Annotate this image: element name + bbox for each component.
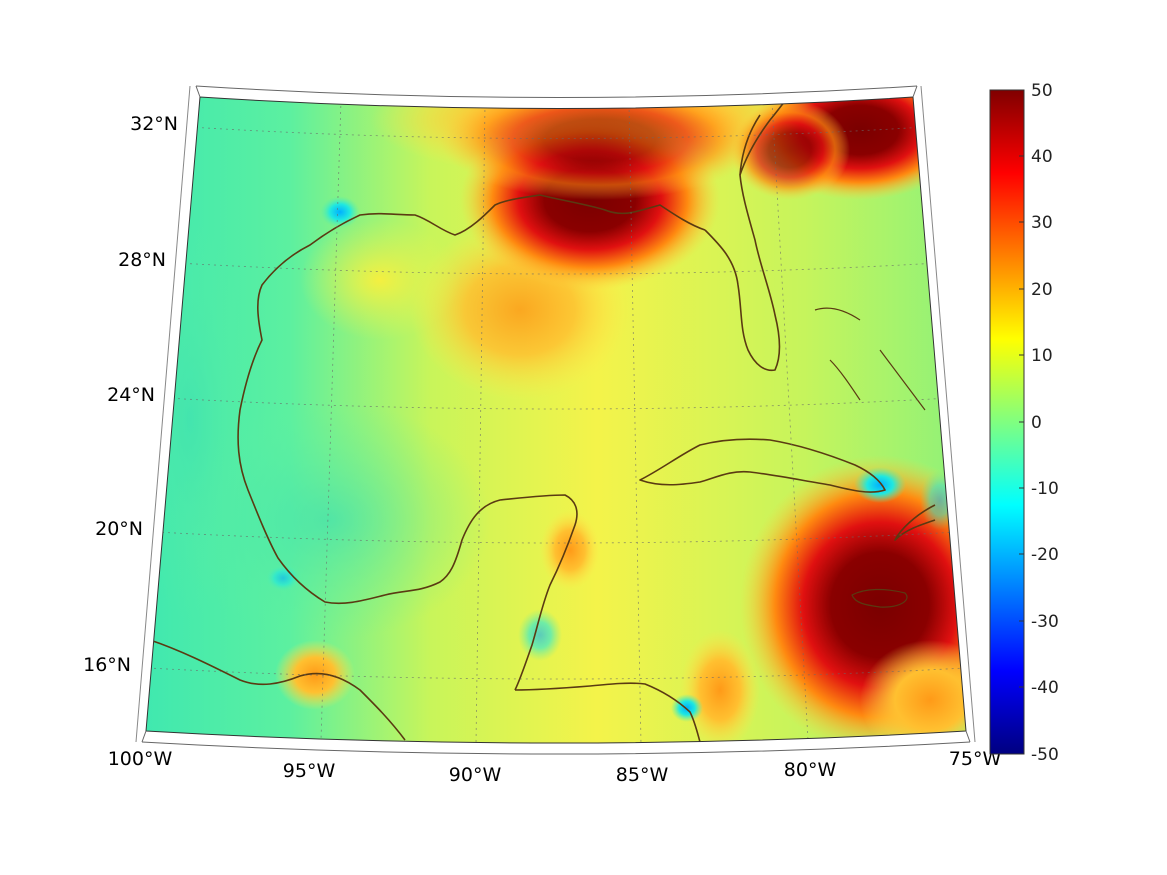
lon-label-100w: 100°W: [108, 748, 173, 770]
colorbar-label-minus-30: -30: [1031, 612, 1059, 632]
colorbar-label-10: 10: [1031, 346, 1053, 366]
colorbar-label-50: 50: [1031, 81, 1053, 101]
colorbar-label-minus-50: -50: [1031, 745, 1059, 765]
gridlines: [147, 99, 966, 743]
lon-label-95w: 95°W: [283, 760, 336, 782]
map-frame: [135, 85, 976, 755]
colorbar: 50 40 30 20 10 0 -10 -20 -30 -40 -50: [989, 81, 1059, 765]
lon-label-90w: 90°W: [449, 764, 502, 786]
lat-label-28n: 28°N: [118, 249, 166, 271]
lon-label-80w: 80°W: [784, 759, 837, 781]
map-field: [146, 97, 966, 743]
colorbar-label-minus-20: -20: [1031, 545, 1059, 565]
lon-label-75w: 75°W: [949, 748, 1002, 770]
colorbar-label-40: 40: [1031, 147, 1053, 167]
colorbar-label-0: 0: [1031, 413, 1042, 433]
lat-label-32n: 32°N: [130, 113, 178, 135]
colorbar-label-minus-10: -10: [1031, 479, 1059, 499]
colorbar-label-30: 30: [1031, 213, 1053, 233]
lat-labels: 32°N 28°N 24°N 20°N 16°N: [83, 113, 178, 676]
coastlines: [149, 97, 936, 743]
lat-label-16n: 16°N: [83, 654, 131, 676]
colorbar-label-minus-40: -40: [1031, 678, 1059, 698]
lat-label-20n: 20°N: [95, 518, 143, 540]
lon-label-85w: 85°W: [616, 764, 669, 786]
colorbar-ticks: [1019, 155, 1024, 688]
colorbar-gradient: [989, 89, 1025, 755]
lat-label-24n: 24°N: [107, 384, 155, 406]
colorbar-label-20: 20: [1031, 280, 1053, 300]
lon-labels: 100°W 95°W 90°W 85°W 80°W 75°W: [108, 748, 1002, 786]
